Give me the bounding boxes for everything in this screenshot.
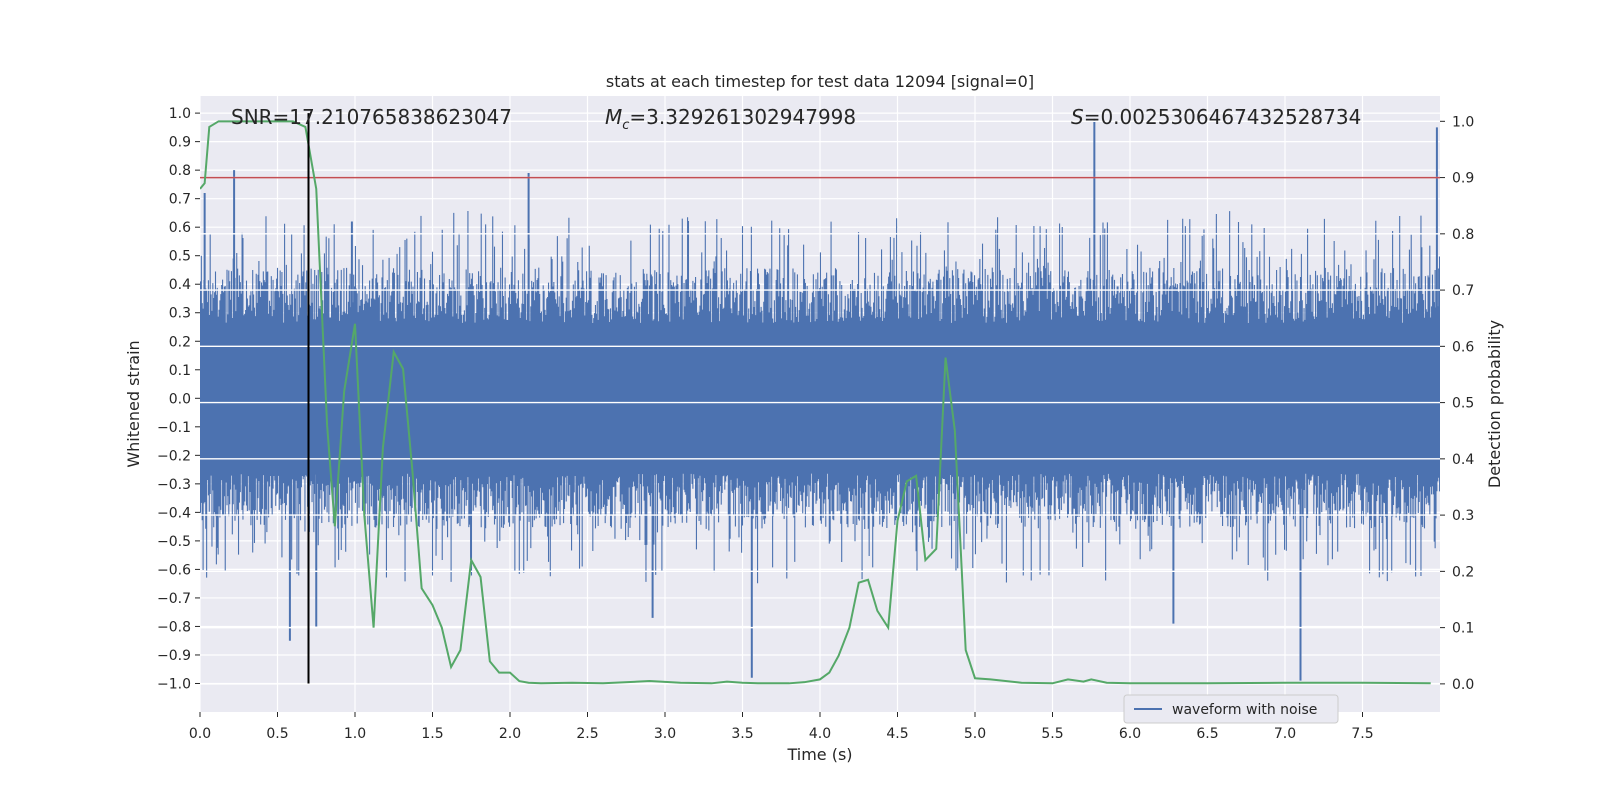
y2-axis-ticks: 1.0 0.9 0.8 0.7 0.6 0.5 0.4 0.3 0.2 0.1 0.0: [1440, 114, 1474, 693]
x-tick-label: 1.0: [344, 726, 366, 742]
waveform-noise: [200, 211, 1440, 584]
y-tick-label: 0.7: [169, 192, 191, 208]
x-tick-label: 4.5: [886, 726, 908, 742]
s-annotation: S=0.002530646743252873​4: [1071, 105, 1361, 129]
y-tick-label: −0.6: [157, 562, 191, 578]
y2-tick-label: 0.3: [1452, 508, 1474, 524]
y-tick-label: 0.9: [169, 135, 191, 151]
x-tick-label: 0.0: [189, 726, 211, 742]
y-tick-label: 0.5: [169, 249, 191, 265]
y-tick-label: 0.2: [169, 334, 191, 350]
legend-box: [1123, 694, 1339, 724]
chirp-mass-annotation: Mc=3.329261302947998: [605, 105, 856, 133]
y2-tick-label: 0.2: [1452, 564, 1474, 580]
x-tick-label: 3.0: [654, 726, 676, 742]
y-tick-label: 0.8: [169, 163, 191, 179]
detection-probability-series: [200, 120, 1431, 685]
legend-entry: waveform with noise: [1172, 702, 1317, 718]
y2-tick-label: 0.4: [1452, 452, 1474, 468]
y-tick-label: 1.0: [169, 106, 191, 122]
x-tick-label: 7.5: [1351, 726, 1373, 742]
x-axis-label: Time (s): [786, 745, 852, 764]
snr-annotation: SNR=17.210765838623047: [231, 105, 512, 129]
y-tick-label: −0.4: [157, 505, 191, 521]
y2-tick-label: 1.0: [1452, 114, 1474, 130]
y-tick-label: −0.9: [157, 648, 191, 664]
x-tick-label: 2.0: [499, 726, 521, 742]
chart-title: stats at each timestep for test data 120…: [606, 72, 1034, 91]
y-tick-label: 0.6: [169, 220, 191, 236]
y-tick-label: −0.2: [157, 448, 191, 464]
y2-tick-label: 0.0: [1452, 677, 1474, 693]
x-tick-label: 0.5: [266, 726, 288, 742]
x-tick-label: 5.5: [1041, 726, 1063, 742]
y-tick-label: −0.1: [157, 420, 191, 436]
y-tick-label: −1.0: [157, 676, 191, 692]
y-tick-label: −0.3: [157, 477, 191, 493]
x-tick-label: 7.0: [1274, 726, 1296, 742]
y2-tick-label: 0.1: [1452, 621, 1474, 637]
y2-tick-label: 0.7: [1452, 283, 1474, 299]
y-tick-label: 0.3: [169, 306, 191, 322]
legend: waveform with noise: [1123, 694, 1339, 724]
y-tick-label: 0.4: [169, 277, 191, 293]
y-tick-label: −0.7: [157, 591, 191, 607]
y2-tick-label: 0.9: [1452, 171, 1474, 187]
x-tick-label: 2.5: [576, 726, 598, 742]
y-axis-label: Whitened strain: [124, 340, 143, 467]
x-tick-label: 6.5: [1196, 726, 1218, 742]
x-tick-label: 5.0: [964, 726, 986, 742]
x-axis-ticks: 0.0 0.5 1.0 1.5 2.0 2.5 3.0 3.5 4.0 4.5 5.0 5.5 6.0 6…: [189, 712, 1374, 742]
y-tick-label: −0.8: [157, 619, 191, 635]
x-tick-label: 4.0: [809, 726, 831, 742]
y2-tick-label: 0.5: [1452, 396, 1474, 412]
y2-axis-label: Detection probability: [1485, 320, 1504, 488]
x-tick-label: 6.0: [1119, 726, 1141, 742]
x-tick-label: 1.5: [421, 726, 443, 742]
x-tick-label: 3.5: [731, 726, 753, 742]
y-tick-label: 0.0: [169, 391, 191, 407]
y2-tick-label: 0.8: [1452, 227, 1474, 243]
y-tick-label: −0.5: [157, 534, 191, 550]
y-axis-ticks: 1.0 0.9 0.8 0.7 0.6 0.5 0.4 0.3 0.2 0.1 0.0 −0.1 −0.…: [157, 106, 200, 692]
y-tick-label: 0.1: [169, 363, 191, 379]
y2-tick-label: 0.6: [1452, 339, 1474, 355]
